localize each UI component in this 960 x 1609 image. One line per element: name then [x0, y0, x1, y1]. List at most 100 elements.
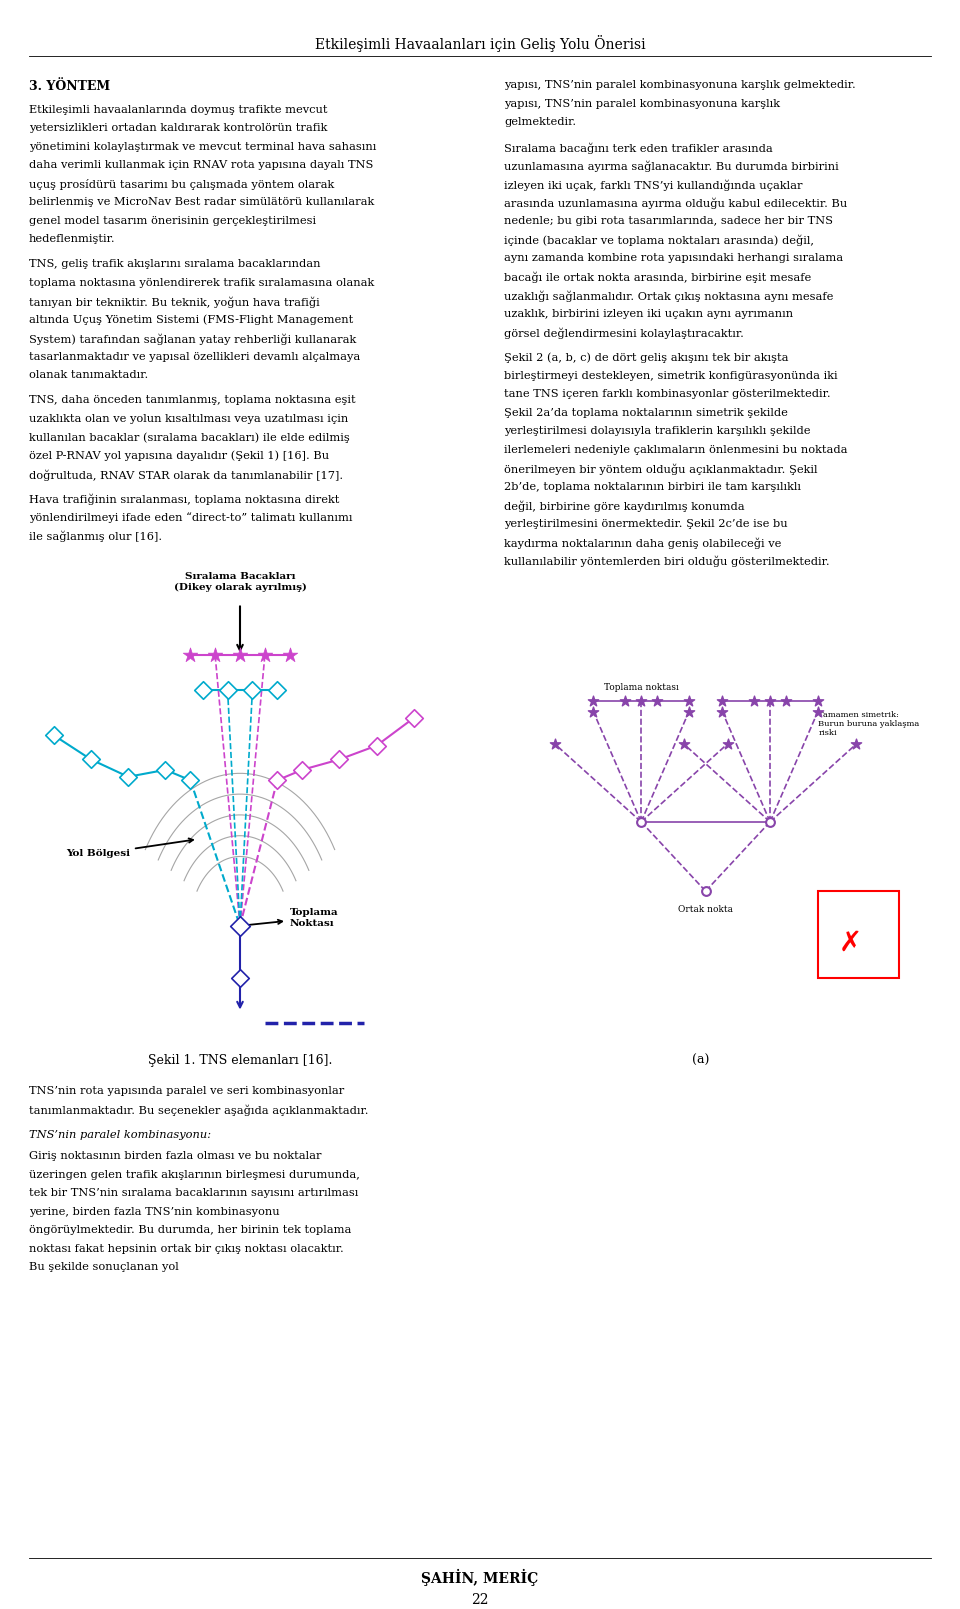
Text: kullanılabilir yöntemlerden biri olduğu gösterilmektedir.: kullanılabilir yöntemlerden biri olduğu … [504, 555, 829, 568]
Text: kullanılan bacaklar (sıralama bacakları) ile elde edilmiş: kullanılan bacaklar (sıralama bacakları)… [29, 431, 349, 442]
Text: uçuş prosídürü tasarimı bu çalışmada yöntem olarak: uçuş prosídürü tasarimı bu çalışmada yön… [29, 179, 334, 190]
Point [232, 965, 248, 991]
Text: değil, birbirine göre kaydırılmış konumda: değil, birbirine göre kaydırılmış konumd… [504, 500, 745, 512]
Text: Bu şekilde sonuçlanan yol: Bu şekilde sonuçlanan yol [29, 1263, 179, 1273]
Text: kaydırma noktalarının daha geniş olabileceği ve: kaydırma noktalarının daha geniş olabile… [504, 537, 781, 549]
Text: ✗: ✗ [839, 928, 862, 957]
Text: yerleştirilmesini önermektedir. Şekil 2c’de ise bu: yerleştirilmesini önermektedir. Şekil 2c… [504, 518, 787, 529]
Text: üzeringen gelen trafik akışlarının birleşmesi durumunda,: üzeringen gelen trafik akışlarının birle… [29, 1170, 360, 1179]
Text: Etkileşimli Havaalanları için Geliş Yolu Önerisi: Etkileşimli Havaalanları için Geliş Yolu… [315, 35, 645, 53]
Text: toplama noktasına yönlendirerek trafik sıralamasına olanak: toplama noktasına yönlendirerek trafik s… [29, 277, 374, 288]
Text: Şekil 2a’da toplama noktalarının simetrik şekilde: Şekil 2a’da toplama noktalarının simetri… [504, 407, 788, 418]
Point [810, 687, 826, 713]
Text: ŞAHİN, MERİÇ: ŞAHİN, MERİÇ [421, 1569, 539, 1586]
Text: daha verimli kullanmak için RNAV rota yapısına dayalı TNS: daha verimli kullanmak için RNAV rota ya… [29, 159, 373, 171]
Text: ile sağlanmış olur [16].: ile sağlanmış olur [16]. [29, 531, 162, 542]
Text: Yol Bölgesi: Yol Bölgesi [66, 838, 193, 859]
Text: 2b’de, toplama noktalarının birbiri ile tam karşılıklı: 2b’de, toplama noktalarının birbiri ile … [504, 481, 801, 492]
Point [121, 764, 136, 790]
Point [232, 912, 248, 938]
Point [634, 809, 649, 835]
Point [207, 642, 223, 668]
Text: öngörüylmektedir. Bu durumda, her birinin tek toplama: öngörüylmektedir. Bu durumda, her birini… [29, 1226, 351, 1236]
Point [746, 687, 761, 713]
Point [586, 698, 601, 724]
Point [849, 730, 864, 756]
Text: TNS, geliş trafik akışlarını sıralama bacaklarından: TNS, geliş trafik akışlarını sıralama ba… [29, 259, 321, 269]
Text: genel model tasarım önerisinin gerçekleştirilmesi: genel model tasarım önerisinin gerçekleş… [29, 216, 316, 225]
Text: bacağı ile ortak nokta arasında, birbirine eşit mesafe: bacağı ile ortak nokta arasında, birbiri… [504, 272, 811, 283]
Text: altında Uçuş Yönetim Sistemi (FMS-Flight Management: altında Uçuş Yönetim Sistemi (FMS-Flight… [29, 314, 353, 325]
Point [676, 730, 691, 756]
Text: Hava trafiğinin sıralanması, toplama noktasına direkt: Hava trafiğinin sıralanması, toplama nok… [29, 494, 339, 505]
Point [270, 767, 285, 793]
Text: TNS’nin rota yapısında paralel ve seri kombinasyonlar: TNS’nin rota yapısında paralel ve seri k… [29, 1086, 344, 1096]
Text: aynı zamanda kombine rota yapısındaki herhangi sıralama: aynı zamanda kombine rota yapısındaki he… [504, 253, 843, 264]
Text: yönetimini kolaylaştırmak ve mevcut terminal hava sahasını: yönetimini kolaylaştırmak ve mevcut term… [29, 142, 376, 151]
Text: yapısı, TNS’nin paralel kombinasyonuna karşlık gelmektedir.: yapısı, TNS’nin paralel kombinasyonuna k… [504, 80, 855, 90]
Point [779, 687, 794, 713]
Text: Etkileşimli havaalanlarında doymuş trafikte mevcut: Etkileşimli havaalanlarında doymuş trafi… [29, 105, 327, 114]
Text: Şekil 2 (a, b, c) de dört geliş akışını tek bir akışta: Şekil 2 (a, b, c) de dört geliş akışını … [504, 352, 788, 364]
Text: Ortak nokta: Ortak nokta [678, 904, 733, 914]
Point [232, 642, 248, 668]
Point [682, 698, 697, 724]
Point [714, 687, 730, 713]
Text: Şekil 1. TNS elemanları [16].: Şekil 1. TNS elemanları [16]. [148, 1054, 332, 1067]
Text: tasarlanmaktadır ve yapısal özellikleri devamlı alçalmaya: tasarlanmaktadır ve yapısal özellikleri … [29, 351, 360, 362]
Point [46, 722, 61, 748]
Point [332, 747, 348, 772]
Text: Tamamen simetrik:
Burun buruna yaklaşma
riski: Tamamen simetrik: Burun buruna yaklaşma … [818, 711, 920, 737]
Point [406, 705, 421, 730]
Text: yönlendirilmeyi ifade eden “direct-to” talimatı kullanımı: yönlendirilmeyi ifade eden “direct-to” t… [29, 512, 352, 523]
Point [182, 767, 198, 793]
Text: önerilmeyen bir yöntem olduğu açıklanmaktadır. Şekil: önerilmeyen bir yöntem olduğu açıklanmak… [504, 463, 818, 475]
Point [810, 698, 826, 724]
Text: tek bir TNS’nin sıralama bacaklarının sayısını artırılması: tek bir TNS’nin sıralama bacaklarının sa… [29, 1187, 358, 1199]
Text: Sıralama Bacakları
(Dikey olarak ayrılmış): Sıralama Bacakları (Dikey olarak ayrılmı… [174, 573, 306, 592]
Text: yapısı, TNS’nin paralel kombinasyonuna karşlık: yapısı, TNS’nin paralel kombinasyonuna k… [504, 100, 780, 109]
Point [182, 642, 198, 668]
Text: Giriş noktasının birden fazla olması ve bu noktalar: Giriş noktasının birden fazla olması ve … [29, 1152, 322, 1162]
Text: içinde (bacaklar ve toplama noktaları arasında) değil,: içinde (bacaklar ve toplama noktaları ar… [504, 235, 814, 246]
Text: yerleştirilmesi dolayısıyla trafiklerin karşılıklı şekilde: yerleştirilmesi dolayısıyla trafiklerin … [504, 426, 810, 436]
Text: uzaklık, birbirini izleyen iki uçakın aynı ayrımanın: uzaklık, birbirini izleyen iki uçakın ay… [504, 309, 793, 319]
Text: tanıyan bir tekniktir. Bu teknik, yoğun hava trafiği: tanıyan bir tekniktir. Bu teknik, yoğun … [29, 296, 320, 307]
Text: belirlenmiş ve MicroNav Best radar simülätörü kullanılarak: belirlenmiş ve MicroNav Best radar simül… [29, 196, 374, 208]
Point [714, 698, 730, 724]
Point [762, 809, 778, 835]
Point [270, 677, 285, 703]
Text: 22: 22 [471, 1593, 489, 1607]
Text: gelmektedir.: gelmektedir. [504, 117, 576, 127]
Point [195, 677, 210, 703]
Point [245, 677, 260, 703]
Text: System) tarafından sağlanan yatay rehberliği kullanarak: System) tarafından sağlanan yatay rehber… [29, 333, 356, 344]
Text: izleyen iki uçak, farklı TNS’yi kullandığında uçaklar: izleyen iki uçak, farklı TNS’yi kullandı… [504, 179, 803, 191]
Text: nedenle; bu gibi rota tasarımlarında, sadece her bir TNS: nedenle; bu gibi rota tasarımlarında, sa… [504, 216, 833, 227]
Point [295, 756, 310, 782]
Point [369, 732, 384, 758]
Text: olanak tanımaktadır.: olanak tanımaktadır. [29, 370, 148, 380]
Text: Toplama
Noktası: Toplama Noktası [243, 909, 338, 928]
Text: Toplama noktası: Toplama noktası [604, 684, 679, 692]
Point [257, 642, 273, 668]
Text: Sıralama bacağını terk eden trafikler arasında: Sıralama bacağını terk eden trafikler ar… [504, 142, 773, 154]
Text: birleştirmeyi destekleyen, simetrik konfigürasyonünda iki: birleştirmeyi destekleyen, simetrik konf… [504, 370, 838, 381]
Point [617, 687, 633, 713]
Text: (a): (a) [692, 1054, 709, 1067]
Point [762, 687, 778, 713]
Text: uzunlamasına ayırma sağlanacaktır. Bu durumda birbirini: uzunlamasına ayırma sağlanacaktır. Bu du… [504, 161, 839, 172]
Point [157, 756, 173, 782]
Text: tane TNS içeren farklı kombinasyonlar gösterilmektedir.: tane TNS içeren farklı kombinasyonlar gö… [504, 389, 830, 399]
Point [282, 642, 298, 668]
Text: doğrultuda, RNAV STAR olarak da tanımlanabilir [17].: doğrultuda, RNAV STAR olarak da tanımlan… [29, 468, 343, 481]
Text: tanımlanmaktadır. Bu seçenekler aşağıda açıklanmaktadır.: tanımlanmaktadır. Bu seçenekler aşağıda … [29, 1105, 369, 1117]
Text: yerine, birden fazla TNS’nin kombinasyonu: yerine, birden fazla TNS’nin kombinasyon… [29, 1207, 279, 1216]
Text: uzaklıkta olan ve yolun kısaltılması veya uzatılması için: uzaklıkta olan ve yolun kısaltılması vey… [29, 414, 348, 423]
Point [682, 687, 697, 713]
Text: TNS, daha önceden tanımlanmış, toplama noktasına eşit: TNS, daha önceden tanımlanmış, toplama n… [29, 394, 355, 405]
Text: uzaklığı sağlanmalıdır. Ortak çıkış noktasına aynı mesafe: uzaklığı sağlanmalıdır. Ortak çıkış nokt… [504, 290, 833, 302]
Point [698, 879, 713, 904]
Bar [818, 891, 899, 978]
Text: görsel değlendirmesini kolaylaştıracaktır.: görsel değlendirmesini kolaylaştıracaktı… [504, 327, 744, 339]
